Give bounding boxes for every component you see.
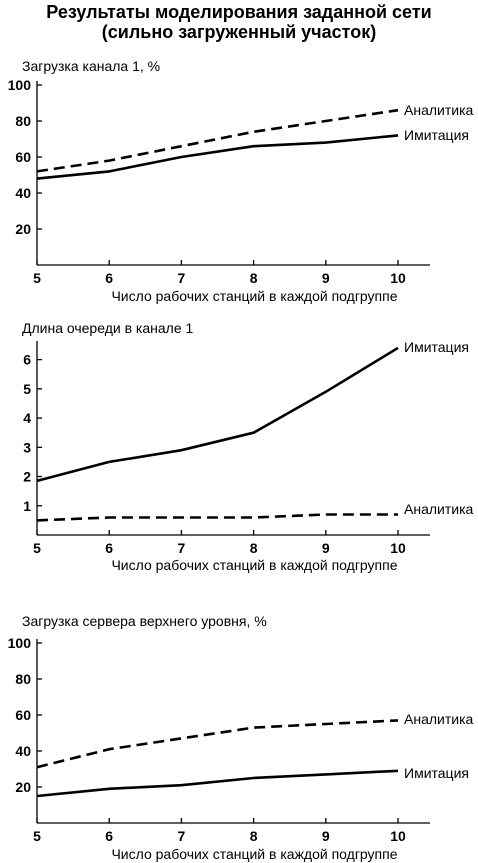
series-label: Имитация [404, 765, 469, 781]
y-tick-label: 1 [23, 498, 31, 514]
series-label: Имитация [404, 339, 469, 355]
x-axis-label: Число рабочих станций в каждой подгруппе [111, 846, 397, 862]
series-label: Имитация [404, 127, 469, 143]
x-axis-label: Число рабочих станций в каждой подгруппе [111, 288, 397, 304]
y-tick-label: 100 [8, 77, 32, 93]
x-tick-label: 7 [178, 270, 186, 286]
x-tick-label: 10 [390, 540, 406, 556]
chart-title: Загрузка канала 1, % [22, 58, 160, 74]
x-tick-label: 6 [105, 270, 113, 286]
y-tick-label: 40 [15, 743, 31, 759]
x-tick-label: 9 [322, 828, 330, 844]
y-tick-label: 2 [23, 469, 31, 485]
series-line-simulation [36, 134, 399, 180]
series-line-analytics [36, 719, 399, 769]
series-line-simulation [36, 769, 399, 798]
x-tick-label: 10 [390, 270, 406, 286]
x-tick-label: 7 [178, 828, 186, 844]
y-tick-label: 20 [15, 221, 31, 237]
y-tick-label: 100 [8, 635, 32, 651]
x-tick-label: 5 [33, 270, 41, 286]
series-label: Аналитика [404, 711, 474, 727]
x-tick-label: 8 [250, 270, 258, 286]
series-line-analytics [36, 513, 398, 522]
y-tick-label: 60 [15, 707, 31, 723]
x-tick-label: 6 [105, 828, 113, 844]
series-line-analytics [36, 108, 399, 173]
y-tick-label: 40 [15, 185, 31, 201]
y-tick-label: 80 [15, 113, 31, 129]
y-tick-label: 80 [15, 671, 31, 687]
y-tick-label: 60 [15, 149, 31, 165]
series-line-simulation [36, 346, 399, 483]
y-tick-label: 20 [15, 779, 31, 795]
y-tick-label: 4 [23, 410, 31, 426]
figure-title-line-2: (сильно загруженный участок) [101, 22, 377, 42]
x-tick-label: 5 [33, 540, 41, 556]
x-tick-label: 8 [250, 828, 258, 844]
x-tick-label: 9 [322, 270, 330, 286]
chart-title: Длина очереди в канале 1 [22, 320, 193, 336]
series-label: Аналитика [404, 102, 474, 118]
x-tick-label: 5 [33, 828, 41, 844]
x-tick-label: 8 [250, 540, 258, 556]
series-label: Аналитика [404, 501, 474, 517]
x-tick-label: 6 [105, 540, 113, 556]
x-tick-label: 10 [390, 828, 406, 844]
y-tick-label: 6 [23, 352, 31, 368]
x-axis-label: Число рабочих станций в каждой подгруппе [111, 557, 397, 573]
y-tick-label: 5 [23, 381, 31, 397]
x-tick-label: 7 [178, 540, 186, 556]
figure-title-line-1: Результаты моделирования заданной сети [46, 2, 432, 22]
x-tick-label: 9 [322, 540, 330, 556]
y-tick-label: 3 [23, 439, 31, 455]
chart-title: Загрузка сервера верхнего уровня, % [22, 613, 267, 629]
